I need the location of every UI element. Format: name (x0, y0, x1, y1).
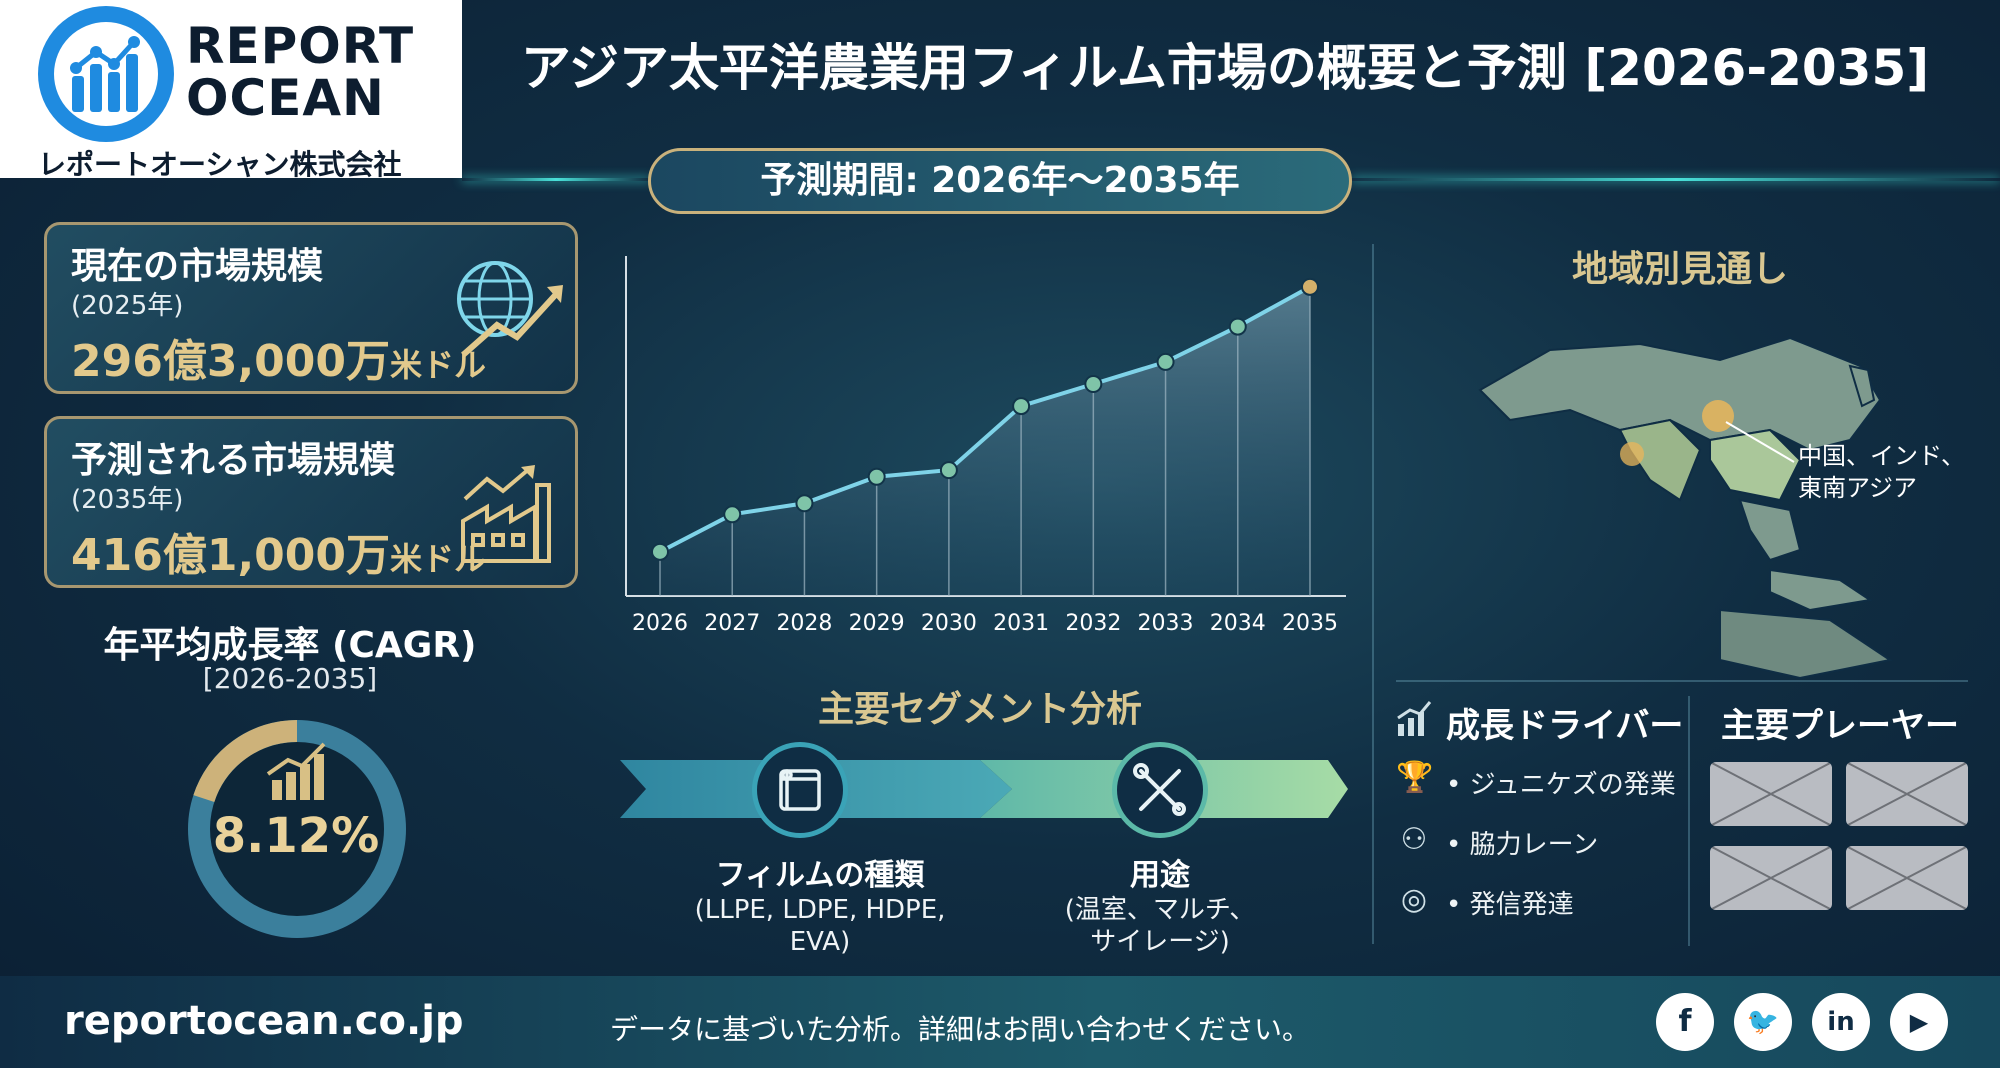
hotspot-india (1620, 442, 1644, 466)
logo-chart-icon (54, 22, 158, 126)
x-tick-label: 2033 (1138, 611, 1194, 636)
card-value-number: 416億1,000万 (71, 530, 391, 581)
data-point (1301, 277, 1319, 296)
linkedin-icon[interactable]: in (1812, 993, 1870, 1051)
segment-desc-line1: (LLPE, LDPE, HDPE, (694, 895, 946, 925)
globe-growth-icon (457, 261, 563, 358)
callout-line (1725, 421, 1795, 463)
segment-name: 用途 (1130, 858, 1190, 893)
twitter-icon[interactable]: 🐦 (1734, 993, 1792, 1051)
player-logo-placeholder (1846, 762, 1968, 826)
x-tick-label: 2028 (776, 611, 832, 636)
cagr-ring (188, 720, 406, 938)
x-tick-label: 2034 (1210, 611, 1266, 636)
film-roll-icon (752, 742, 848, 838)
logo-wordmark: REPORT OCEAN (186, 20, 446, 124)
card-value-number: 296億3,000万 (71, 336, 391, 387)
market-trend-chart: 2026 2027 2028 2029 2030 2031 2032 2033 2034 2035 (625, 256, 1346, 636)
segment-name: フィルムの種類 (715, 858, 925, 893)
data-point (867, 467, 886, 486)
cagr-value: 8.12% (212, 808, 380, 864)
facebook-icon[interactable]: f (1656, 993, 1714, 1051)
hotspot-china (1702, 400, 1734, 432)
card-label: 予測される市場規模 (71, 440, 396, 481)
data-point (1084, 375, 1103, 393)
tools-icon (1112, 742, 1208, 838)
bar-chart-icon (1397, 701, 1432, 736)
glow-line-left (462, 178, 650, 181)
data-point (1012, 397, 1031, 416)
data-point (1228, 317, 1247, 336)
regional-title: 地域別見通し (1571, 249, 1788, 290)
player-logo-placeholder (1710, 846, 1832, 910)
trophy-icon: 🏆 (1396, 760, 1434, 795)
x-tick-label: 2027 (704, 611, 760, 636)
logo-mark (38, 6, 174, 142)
card-year: (2025年) (71, 291, 184, 321)
driver-item: • 発信発達 (1446, 890, 1574, 920)
x-tick-label: 2031 (993, 611, 1049, 636)
card-value: 416億1,000万米ドル (71, 519, 486, 583)
current-market-card: 現在の市場規模 (2025年) 296億3,000万米ドル (44, 222, 578, 394)
logo[interactable]: REPORT OCEAN レポートオーシャン株式会社 (0, 0, 462, 181)
segment-desc-line1: (温室、マルチ、 (1064, 895, 1256, 925)
forecast-market-card: 予測される市場規模 (2035年) 416億1,000万米ドル (44, 416, 578, 588)
cagr-title: 年平均成長率 (CAGR) (103, 625, 477, 666)
regional-label-line2: 東南アジア (1798, 474, 1918, 502)
x-tick-label: 2029 (849, 611, 905, 636)
section-divider (1372, 244, 1374, 944)
data-point (1156, 352, 1175, 371)
players-divider (1688, 696, 1690, 946)
drivers-title: 成長ドライバー (1446, 706, 1684, 746)
x-tick-label: 2026 (632, 611, 688, 636)
network-icon: ⚇ (1400, 822, 1428, 857)
asia-pacific-map (1478, 336, 1893, 680)
cagr-ring-track (188, 720, 406, 938)
data-point (651, 542, 669, 561)
logo-line-2: OCEAN (186, 69, 385, 127)
segment-arrows (620, 760, 1348, 818)
forecast-period-badge: 予測期間: 2026年〜2035年 (648, 148, 1352, 214)
bar-growth-icon (266, 742, 326, 800)
segment-application: 用途 (温室、マルチ、 サイレージ) (1020, 850, 1300, 958)
card-label: 現在の市場規模 (71, 246, 324, 287)
website-link[interactable]: reportocean.co.jp (64, 998, 464, 1044)
youtube-icon[interactable]: ▶ (1890, 993, 1948, 1051)
regional-label-line1: 中国、インド、 (1798, 442, 1966, 470)
segments-title: 主要セグメント分析 (817, 689, 1142, 730)
players-title: 主要プレーヤー (1721, 706, 1959, 746)
regional-label: 中国、インド、 東南アジア (1798, 440, 1998, 504)
factory-growth-icon (461, 465, 551, 563)
card-year: (2035年) (71, 485, 184, 515)
player-logo-placeholder (1710, 762, 1832, 826)
segment-film-type: フィルムの種類 (LLPE, LDPE, HDPE, EVA) (660, 850, 980, 958)
company-name: レポートオーシャン株式会社 (38, 148, 402, 181)
glow-line-right (1352, 178, 2000, 181)
footer-tagline: データに基づいた分析。詳細はお問い合わせください。 (609, 1013, 1310, 1046)
segment-desc-line2: EVA) (789, 927, 851, 957)
card-value: 296億3,000万米ドル (71, 325, 486, 389)
x-tick-label: 2035 (1282, 611, 1338, 636)
data-point (795, 494, 814, 513)
logo-line-1: REPORT (186, 17, 415, 75)
data-point (939, 461, 958, 480)
page-title: アジア太平洋農業用フィルム市場の概要と予測 [2026-2035] (520, 39, 1930, 97)
player-logo-placeholder (1846, 846, 1968, 910)
region-divider (1396, 680, 1968, 682)
chart-area (660, 286, 1310, 596)
x-tick-label: 2032 (1065, 611, 1121, 636)
target-icon: ◎ (1400, 882, 1428, 917)
x-tick-label: 2030 (921, 611, 977, 636)
data-point (723, 505, 742, 524)
segment-desc-line2: サイレージ) (1090, 927, 1230, 957)
cagr-period: [2026-2035] (202, 662, 378, 695)
driver-item: • ジュニケズの発業 (1446, 770, 1676, 800)
driver-item: • 脇力レーン (1446, 830, 1599, 860)
series-line (659, 285, 1311, 554)
